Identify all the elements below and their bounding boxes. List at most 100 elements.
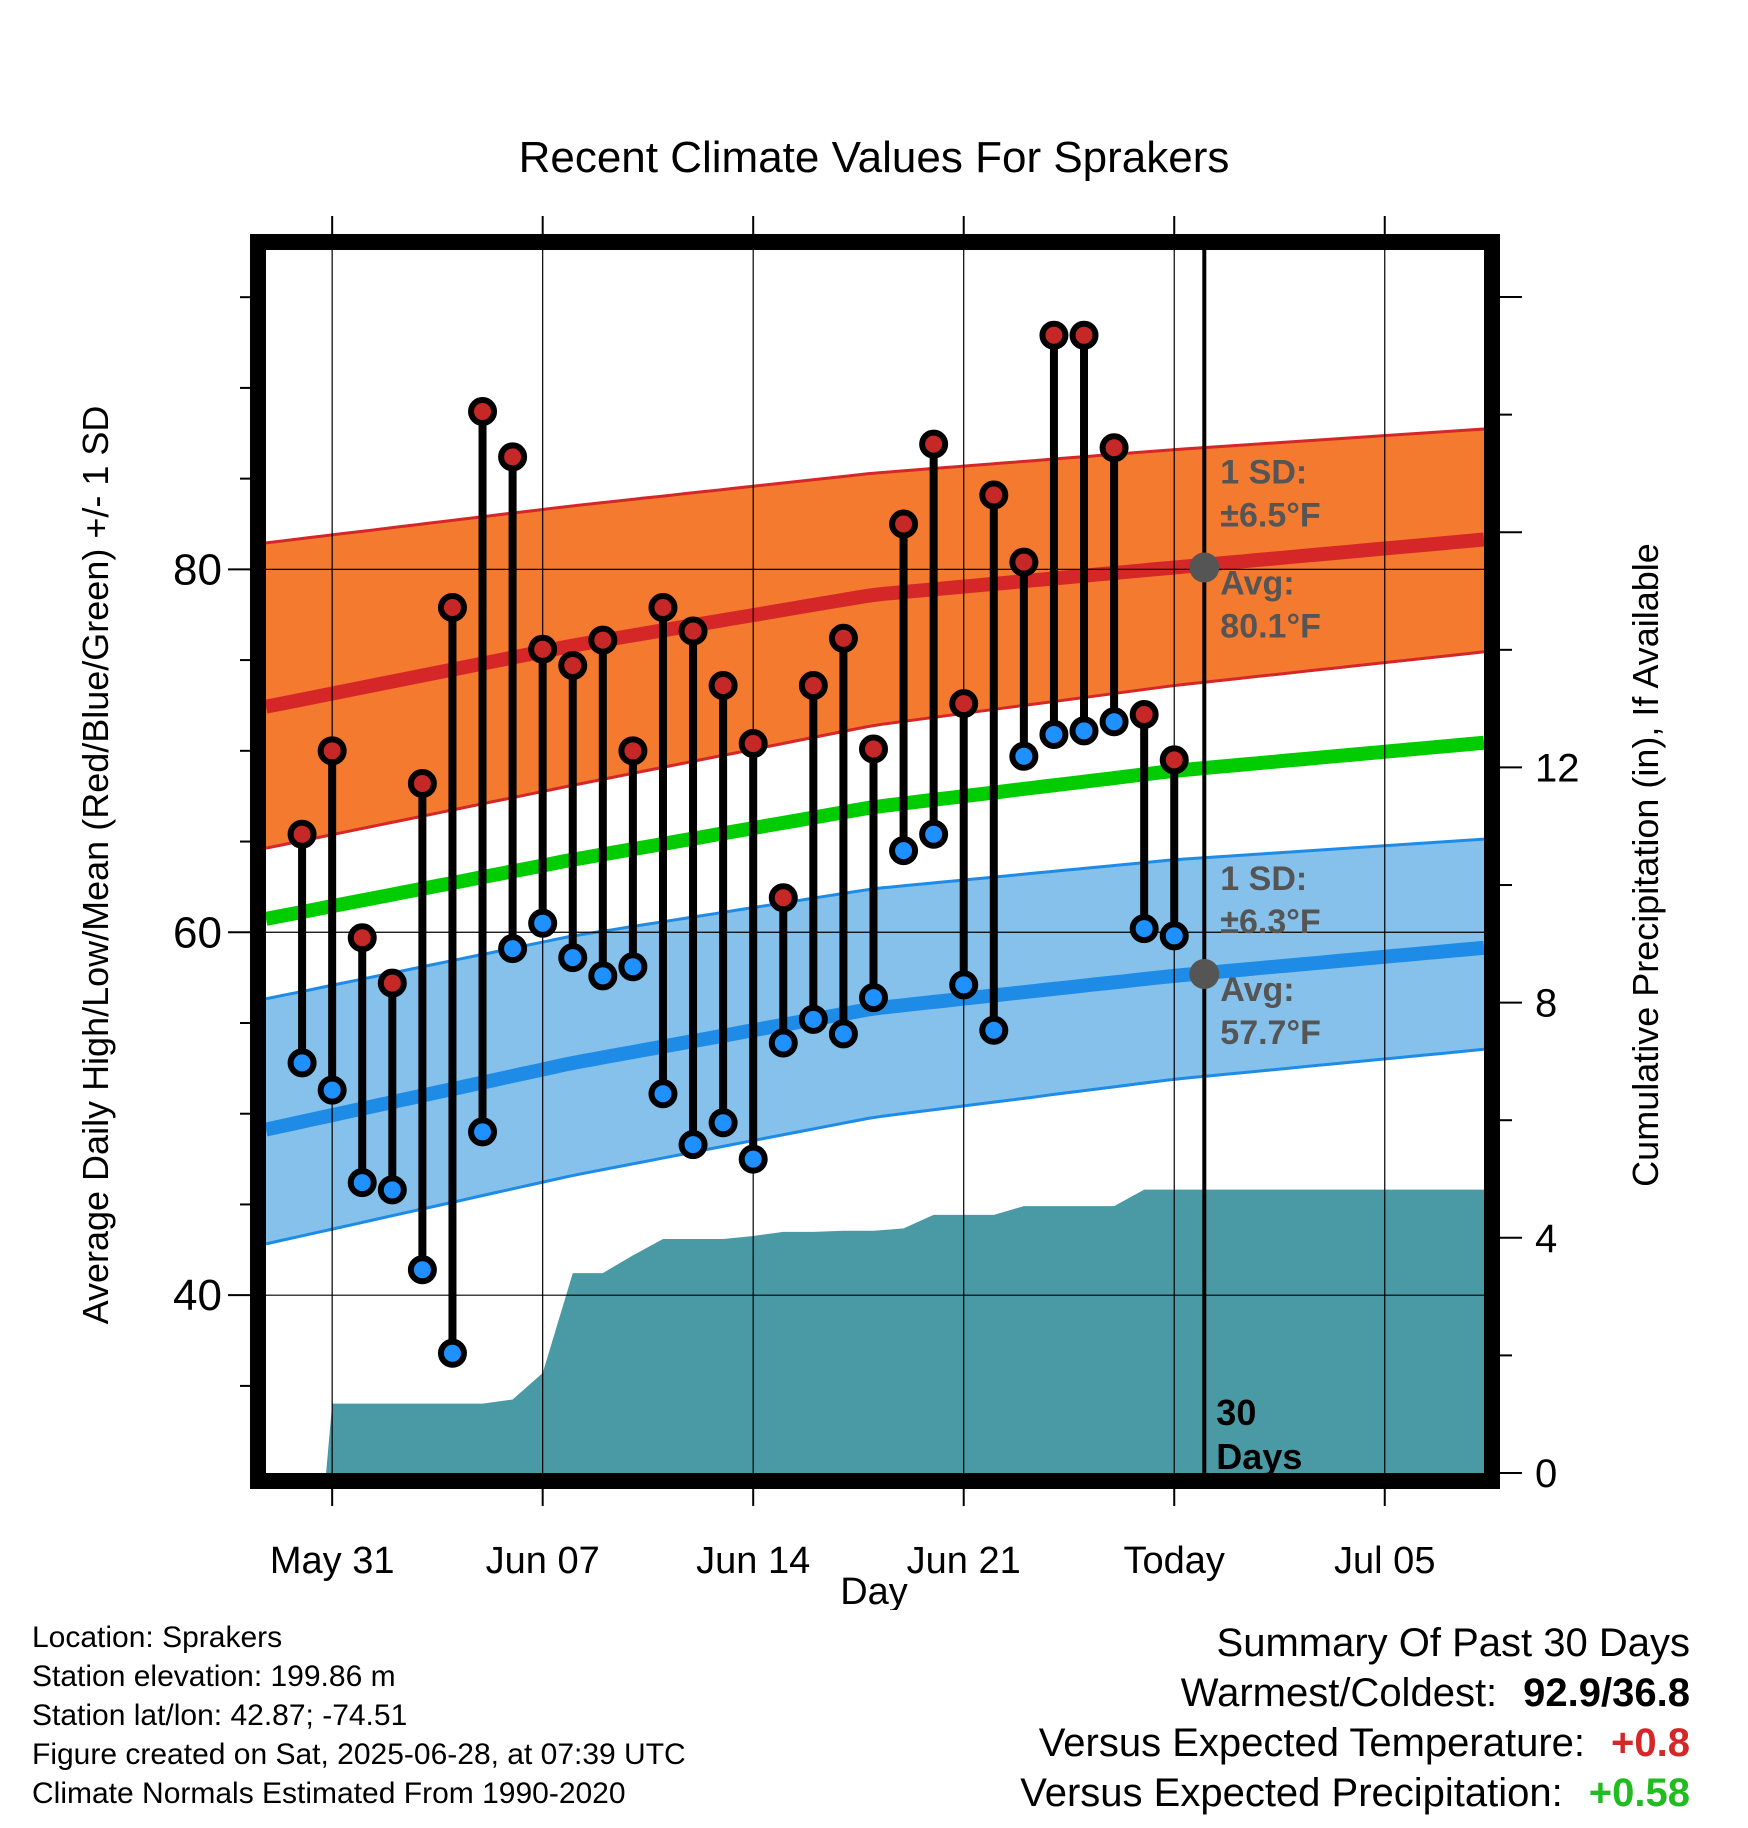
temp-versus-value: +0.8 <box>1611 1721 1690 1765</box>
daily-high-point <box>1009 547 1039 577</box>
x-tick-label: Jun 14 <box>696 1540 810 1582</box>
daily-high-point <box>979 480 1009 510</box>
daily-high-point <box>317 736 347 766</box>
daily-low-point <box>437 1338 467 1368</box>
daily-low-point <box>889 836 919 866</box>
x-tick-label: Jul 05 <box>1334 1540 1435 1582</box>
low-avg-label: Avg: <box>1220 971 1294 1009</box>
daily-low-point <box>407 1255 437 1285</box>
daily-high-point <box>588 625 618 655</box>
low-sd-value: ±6.3°F <box>1220 903 1320 941</box>
precip-versus-label: Versus Expected Precipitation: <box>1020 1771 1563 1815</box>
station-info: Location: Sprakers Station elevation: 19… <box>32 1618 686 1813</box>
daily-high-point <box>678 616 708 646</box>
daily-low-point <box>1009 741 1039 771</box>
daily-high-point <box>889 509 919 539</box>
y2-tick-label: 0 <box>1535 1452 1557 1496</box>
daily-low-point <box>949 970 979 1000</box>
daily-low-point <box>798 1004 828 1034</box>
high-sd-value: ±6.5°F <box>1220 497 1320 535</box>
summary-heading: Summary Of Past 30 Days <box>1216 1621 1690 1665</box>
y-tick-label: 80 <box>173 545 222 594</box>
daily-low-point <box>738 1144 768 1174</box>
daily-high-point <box>468 396 498 426</box>
high-average-line <box>266 532 1484 714</box>
daily-low-point <box>588 961 618 991</box>
daily-low-point <box>678 1130 708 1160</box>
daily-low-point <box>648 1079 678 1109</box>
elevation-text: Station elevation: 199.86 m <box>32 1660 396 1693</box>
y2-tick-label: 12 <box>1535 746 1580 790</box>
daily-low-point <box>317 1075 347 1105</box>
daily-low-point <box>618 952 648 982</box>
low-sd-lower-edge <box>266 1047 1484 1246</box>
y-tick-label: 40 <box>173 1271 222 1320</box>
daily-high-point <box>798 670 828 700</box>
daily-high-point <box>347 923 377 953</box>
precip-versus-value: +0.58 <box>1588 1771 1690 1815</box>
daily-low-point <box>528 908 558 938</box>
daily-high-point <box>828 623 858 653</box>
x-tick-label: Today <box>1124 1540 1225 1582</box>
high-sd-lower-edge <box>266 650 1484 850</box>
daily-low-point <box>468 1117 498 1147</box>
latlon-text: Station lat/lon: 42.87; -74.51 <box>32 1699 408 1732</box>
daily-low-point <box>287 1048 317 1078</box>
daily-low-point <box>558 943 588 973</box>
daily-low-point <box>498 934 528 964</box>
warmest-coldest-row: Warmest/Coldest: 92.9/36.8 <box>1020 1668 1690 1718</box>
high-sd-upper-edge <box>266 427 1484 545</box>
plot-frame <box>250 234 1500 1489</box>
daily-low-point <box>1039 719 1069 749</box>
y-tick-label: 60 <box>173 908 222 957</box>
high-avg-value: 80.1°F <box>1220 608 1321 646</box>
daily-high-point <box>1129 700 1159 730</box>
daily-low-point <box>708 1108 738 1138</box>
precip-versus-row: Versus Expected Precipitation: +0.58 <box>1020 1768 1690 1818</box>
today-days-label: Days <box>1216 1436 1302 1477</box>
y-axis-label: Average Daily High/Low/Mean (Red/Blue/Gr… <box>75 406 116 1325</box>
created-text: Figure created on Sat, 2025-06-28, at 07… <box>32 1738 686 1771</box>
daily-high-point <box>498 442 528 472</box>
summary-panel: Summary Of Past 30 Days Warmest/Coldest:… <box>1020 1618 1690 1818</box>
location-text: Location: Sprakers <box>32 1621 283 1654</box>
daily-high-point <box>618 736 648 766</box>
y2-tick-label: 4 <box>1535 1217 1557 1261</box>
daily-high-point <box>1039 320 1069 350</box>
daily-low-point <box>1069 716 1099 746</box>
x-tick-label: Jun 21 <box>907 1540 1021 1582</box>
low-sd-label: 1 SD: <box>1220 860 1307 898</box>
normals-text: Climate Normals Estimated From 1990-2020 <box>32 1777 626 1810</box>
warm-cold-label: Warmest/Coldest: <box>1180 1671 1498 1715</box>
daily-high-point <box>1069 320 1099 350</box>
daily-low-point <box>768 1028 798 1058</box>
daily-low-point <box>1099 707 1129 737</box>
chart-title: Recent Climate Values For Sprakers <box>519 133 1230 182</box>
daily-high-point <box>377 968 407 998</box>
precipitation-area <box>266 1189 1484 1473</box>
daily-high-point <box>1159 745 1189 775</box>
daily-low-point <box>1129 914 1159 944</box>
y2-axis-label: Cumulative Precipitation (in), If Availa… <box>1625 543 1666 1187</box>
temp-versus-label: Versus Expected Temperature: <box>1038 1721 1586 1765</box>
daily-high-point <box>768 883 798 913</box>
daily-high-point <box>738 729 768 759</box>
y2-tick-label: 8 <box>1535 982 1557 1026</box>
high-avg-label: Avg: <box>1220 565 1294 603</box>
high-sd-label: 1 SD: <box>1220 454 1307 492</box>
temp-versus-row: Versus Expected Temperature: +0.8 <box>1020 1718 1690 1768</box>
daily-low-point <box>858 983 888 1013</box>
daily-high-point <box>1099 433 1129 463</box>
today-days-label: 30 <box>1216 1392 1256 1433</box>
daily-high-point <box>528 634 558 664</box>
daily-high-point <box>949 689 979 719</box>
daily-low-point <box>347 1168 377 1198</box>
daily-high-point <box>407 768 437 798</box>
x-axis-label: Day <box>840 1571 908 1610</box>
daily-low-point <box>1159 921 1189 951</box>
daily-high-point <box>648 592 678 622</box>
climate-chart: Recent Climate Values For Sprakers 1 SD:… <box>75 133 1666 1610</box>
daily-low-point <box>828 1019 858 1049</box>
daily-low-point <box>979 1015 1009 1045</box>
low-avg-value: 57.7°F <box>1220 1014 1321 1052</box>
